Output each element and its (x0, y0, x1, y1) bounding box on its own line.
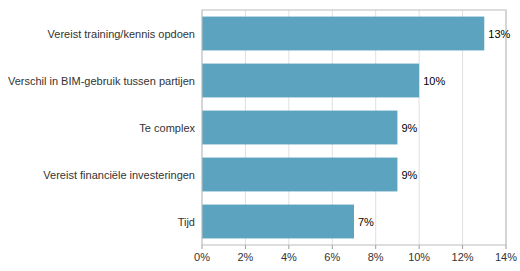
category-label: Tijd (178, 216, 195, 228)
category-label: Vereist financiële investeringen (43, 169, 195, 181)
tick-mark (419, 245, 420, 249)
bars (202, 17, 484, 239)
x-grid (202, 10, 506, 245)
tick-label: 14% (495, 251, 517, 263)
plot-frame (202, 10, 506, 245)
bar (202, 17, 484, 51)
tick-mark (506, 245, 507, 249)
bar (202, 111, 397, 145)
tick-mark (375, 245, 376, 249)
category-label: Verschil in BIM-gebruik tussen partijen (8, 75, 195, 87)
category-label: Te complex (139, 122, 195, 134)
tick-label: 2% (237, 251, 253, 263)
data-label: 9% (401, 169, 417, 181)
tick-label: 0% (194, 251, 210, 263)
tick-mark (462, 245, 463, 249)
tick-mark (245, 245, 246, 249)
data-label: 9% (401, 122, 417, 134)
tick-label: 8% (368, 251, 384, 263)
category-label: Vereist training/kennis opdoen (48, 28, 195, 40)
data-label: 7% (358, 216, 374, 228)
tick-label: 10% (408, 251, 430, 263)
tick-label: 4% (281, 251, 297, 263)
bar (202, 158, 397, 192)
tick-mark (288, 245, 289, 249)
data-labels: 7% 9% 9% 10% 13% (358, 28, 511, 228)
bar (202, 64, 419, 98)
tick-label: 6% (324, 251, 340, 263)
tick-label: 12% (452, 251, 474, 263)
tick-mark (202, 245, 203, 249)
tick-mark (332, 245, 333, 249)
category-labels: Tijd Vereist financiële investeringen Te c… (8, 28, 196, 228)
bar (202, 205, 354, 239)
x-ticks: 0% 2% 4% 6% 8% 10% 12% 14% (194, 245, 517, 263)
data-label: 13% (488, 28, 510, 40)
data-label: 10% (423, 75, 445, 87)
chart: Tijd Vereist financiële investeringen Te c… (0, 0, 520, 271)
